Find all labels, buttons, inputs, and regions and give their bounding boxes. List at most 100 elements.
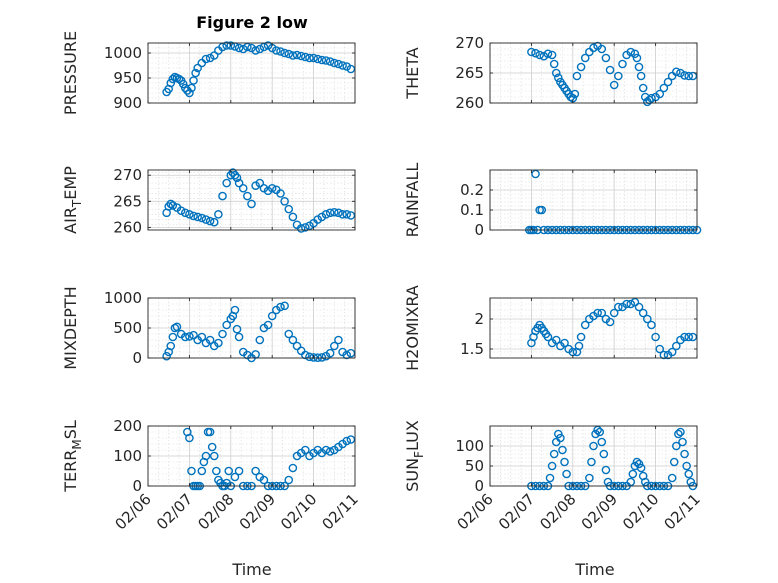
data-point [305, 352, 314, 362]
data-point [251, 46, 260, 55]
data-point [207, 442, 217, 452]
data-point [574, 341, 584, 351]
data-point [680, 449, 689, 459]
data-point [187, 83, 196, 93]
data-point [562, 469, 571, 479]
ytick-label: 260 [113, 218, 142, 236]
data-point [164, 202, 173, 211]
data-point [334, 335, 343, 345]
data-point [346, 211, 356, 220]
data-point [288, 51, 298, 60]
data-point [684, 71, 694, 81]
data-point [543, 332, 553, 342]
data-point [176, 206, 186, 215]
data-point [605, 65, 615, 75]
data-point [580, 53, 590, 63]
data-point [212, 466, 221, 476]
xtick-label: 02/11 [661, 490, 704, 533]
data-point [605, 317, 615, 327]
data-point [342, 436, 352, 446]
ytick-label: 0 [132, 477, 142, 495]
data-point [346, 348, 356, 358]
data-point [547, 461, 557, 471]
data-point [558, 445, 567, 455]
data-point [226, 41, 236, 50]
ytick-label: 1.5 [460, 340, 484, 358]
data-point [321, 56, 331, 65]
data-point [572, 71, 582, 81]
ytick-label: 50 [465, 457, 484, 475]
data-point [214, 210, 223, 219]
data-point [651, 332, 660, 342]
data-point [218, 191, 227, 201]
axes-box [489, 297, 698, 359]
data-point [630, 297, 640, 307]
data-point [688, 71, 698, 81]
data-point [593, 308, 602, 318]
axes-box [489, 425, 698, 487]
data-point [205, 216, 215, 226]
ylabel: THETA [403, 47, 422, 99]
panel-3: 0 0.1 0.2 RAINFALL [403, 163, 702, 239]
xtick-label: 02/06 [454, 490, 497, 533]
data-point [560, 457, 569, 467]
data-point [539, 51, 549, 61]
data-point [185, 210, 194, 219]
data-point [209, 217, 219, 227]
data-point [222, 320, 231, 330]
ytick-label: 0.1 [460, 201, 484, 219]
data-point [166, 341, 176, 351]
data-point [626, 299, 636, 309]
data-point [313, 54, 323, 64]
data-point [684, 332, 694, 342]
ytick-label: 100 [455, 437, 484, 455]
ytick-label: 1000 [104, 289, 142, 307]
data-point [238, 183, 248, 193]
data-point [601, 53, 611, 63]
data-point [321, 445, 331, 455]
ylabel-rest: LUX [403, 420, 422, 451]
data-point [543, 49, 553, 59]
data-point [589, 43, 598, 53]
xtick-label: 02/08 [536, 490, 579, 533]
ylabel: AIRTEMP [61, 166, 84, 234]
data-point [667, 71, 677, 81]
ylabel: RAINFALL [403, 163, 422, 238]
data-point [655, 344, 665, 354]
data-point [251, 466, 260, 476]
data-point [597, 437, 607, 447]
data-point [551, 335, 561, 345]
data-point [638, 83, 648, 93]
data-point [193, 63, 202, 73]
data-point [632, 457, 642, 467]
data-point [296, 224, 306, 233]
data-point [230, 305, 240, 315]
ytick-label: 2 [474, 310, 484, 328]
data-point [560, 338, 569, 348]
xtick-label: 02/07 [153, 490, 196, 533]
data-point [669, 457, 679, 467]
data-point [205, 335, 215, 345]
data-point [222, 178, 231, 188]
data-point [166, 199, 176, 209]
data-point [259, 475, 269, 485]
data-point [585, 473, 594, 483]
data-point [329, 58, 339, 68]
data-point [618, 59, 627, 69]
data-point [545, 473, 555, 483]
ytick-label: 270 [455, 34, 484, 52]
ylabel-sub: F [412, 451, 426, 458]
axes-box [489, 169, 698, 231]
data-point [292, 50, 302, 60]
data-point [197, 332, 207, 342]
data-point [284, 204, 294, 214]
ytick-label: 200 [113, 417, 142, 435]
data-point [193, 212, 202, 222]
xtick-label: 02/11 [319, 490, 362, 533]
data-point [325, 208, 335, 218]
ytick-label: 265 [455, 64, 484, 82]
data-point [676, 68, 685, 78]
data-point [655, 89, 665, 99]
panel-2: 260 265 270 AIRTEMP [61, 166, 356, 236]
